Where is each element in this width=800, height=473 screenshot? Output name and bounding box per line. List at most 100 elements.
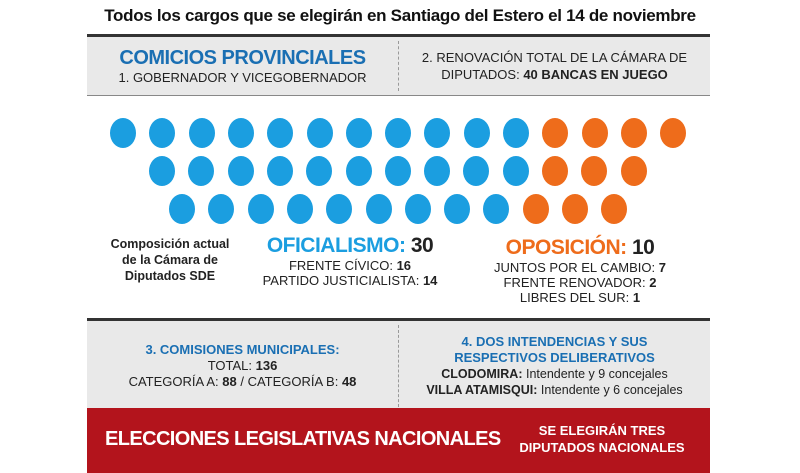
seat-oficialismo: [502, 156, 529, 186]
seat-oficialismo: [149, 156, 175, 186]
seat-oficialismo: [483, 194, 510, 224]
national-elections-banner: ELECCIONES LEGISLATIVAS NACIONALES SE EL…: [87, 408, 710, 473]
oposicion-summary: OPOSICIÓN: 10 JUNTOS POR EL CAMBIO: 7 FR…: [480, 236, 680, 305]
infographic-title: Todos los cargos que se elegirán en Sant…: [104, 6, 696, 25]
seat-oficialismo: [384, 156, 411, 186]
separator: /: [236, 374, 248, 389]
oposicion-label: OPOSICIÓN:: [505, 236, 628, 259]
composition-label-line: de la Cámara de: [122, 253, 218, 267]
party-seats: 16: [396, 258, 412, 273]
party-name: LIBRES DEL SUR:: [519, 290, 633, 305]
oposicion-count: 10: [632, 236, 655, 259]
seat-oposicion: [542, 156, 568, 186]
governor-item: 1. GOBERNADOR Y VICEGOBERNADOR: [118, 70, 367, 85]
oficialismo-label: OFICIALISMO:: [266, 234, 406, 257]
seat-oficialismo: [503, 118, 529, 148]
seat-oficialismo: [424, 156, 451, 186]
provincial-elections-box: COMICIOS PROVINCIALES 1. GOBERNADOR Y VI…: [87, 37, 710, 96]
seat-dots: [110, 118, 687, 224]
seat-oposicion: [660, 118, 687, 148]
seat-oposicion: [581, 156, 608, 186]
seat-oficialismo: [227, 118, 254, 148]
place-detail: Intendente y 6 concejales: [537, 383, 683, 397]
seat-oficialismo: [424, 118, 451, 148]
seat-oficialismo: [404, 194, 431, 224]
place-name: VILLA ATAMISQUI:: [426, 383, 538, 397]
dashed-divider: [398, 325, 399, 407]
party-name: PARTIDO JUSTICIALISTA:: [262, 273, 423, 288]
seat-oposicion: [542, 118, 569, 148]
seat-oficialismo: [286, 194, 313, 224]
seat-oficialismo: [169, 194, 195, 224]
seat-oposicion: [601, 194, 628, 224]
party-seats: 1: [632, 290, 641, 305]
seat-oficialismo: [227, 156, 254, 186]
party-name: FRENTE RENOVADOR:: [503, 275, 650, 290]
party-row: FRENTE CÍVICO: 16: [289, 258, 411, 273]
composition-label: Composición actual de la Cámara de Diput…: [100, 236, 240, 284]
party-seats: 14: [422, 273, 438, 288]
seat-oficialismo: [444, 194, 471, 224]
seat-oposicion: [562, 194, 588, 224]
party-row: JUNTOS POR EL CAMBIO: 7: [494, 260, 666, 275]
provincial-section: COMICIOS PROVINCIALES 1. GOBERNADOR Y VI…: [87, 37, 398, 95]
cat-a-label: CATEGORÍA A:: [128, 374, 223, 389]
chamber-line2-prefix: DIPUTADOS:: [441, 67, 524, 82]
party-row: FRENTE RENOVADOR: 2: [504, 275, 657, 290]
party-name: JUNTOS POR EL CAMBIO:: [494, 260, 659, 275]
intendencias-section: 4. DOS INTENDENCIAS Y SUS RESPECTIVOS DE…: [399, 321, 710, 411]
banner-subtitle-line: SE ELEGIRÁN TRES: [538, 423, 666, 438]
seat-oposicion: [620, 156, 647, 186]
place-name: CLODOMIRA:: [441, 367, 523, 381]
seat-oficialismo: [345, 156, 372, 186]
divider: [87, 34, 710, 37]
seat-oficialismo: [306, 156, 333, 186]
seat-oposicion: [522, 194, 549, 224]
banner-subtitle: SE ELEGIRÁN TRES DIPUTADOS NACIONALES: [507, 422, 697, 456]
seat-oficialismo: [247, 194, 274, 224]
banner-subtitle-line: DIPUTADOS NACIONALES: [519, 440, 685, 455]
seat-oficialismo: [306, 118, 333, 148]
chamber-section: 2. RENOVACIÓN TOTAL DE LA CÁMARA DE DIPU…: [399, 37, 710, 95]
cat-b-label: CATEGORÍA B:: [247, 374, 342, 389]
total-value: 136: [255, 358, 278, 373]
municipal-heading: 3. COMISIONES MUNICIPALES:: [145, 342, 340, 357]
seat-oficialismo: [266, 156, 293, 186]
composition-label-line: Diputados SDE: [124, 269, 216, 283]
banner-title: ELECCIONES LEGISLATIVAS NACIONALES: [105, 428, 501, 450]
seat-oficialismo: [326, 194, 353, 224]
seat-oficialismo: [188, 118, 215, 148]
intendencias-heading: 4. DOS INTENDENCIAS Y SUS: [461, 334, 648, 349]
composition-label-line: Composición actual: [110, 237, 230, 251]
provincial-heading: COMICIOS PROVINCIALES: [119, 47, 366, 69]
party-seats: 7: [658, 260, 666, 275]
seat-oficialismo: [463, 118, 490, 148]
municipal-box: 3. COMISIONES MUNICIPALES: TOTAL: 136 CA…: [87, 318, 710, 411]
seat-oposicion: [581, 118, 608, 148]
seat-oficialismo: [385, 118, 412, 148]
oficialismo-count: 30: [410, 234, 434, 257]
seat-oposicion: [620, 118, 647, 148]
seat-oficialismo: [345, 118, 372, 148]
seat-oficialismo: [110, 118, 136, 148]
seat-oficialismo: [365, 194, 392, 224]
seat-oficialismo: [463, 156, 490, 186]
seat-oficialismo: [267, 118, 294, 148]
seat-oficialismo: [208, 194, 235, 224]
place-detail: Intendente y 9 concejales: [522, 367, 668, 381]
oficialismo-summary: OFICIALISMO: 30 FRENTE CÍVICO: 16 PARTID…: [250, 234, 450, 288]
seat-oficialismo: [149, 118, 176, 148]
intendencias-heading: RESPECTIVOS DELIBERATIVOS: [454, 350, 655, 365]
seat-oficialismo: [188, 156, 215, 186]
seats-in-play: 40 BANCAS EN JUEGO: [523, 67, 668, 82]
cat-b-value: 48: [341, 374, 357, 389]
chamber-line1: 2. RENOVACIÓN TOTAL DE LA CÁMARA DE: [421, 50, 688, 65]
party-row: PARTIDO JUSTICIALISTA: 14: [263, 273, 438, 288]
party-row: LIBRES DEL SUR: 1: [520, 290, 640, 305]
total-label: TOTAL:: [207, 358, 256, 373]
municipal-commissions-section: 3. COMISIONES MUNICIPALES: TOTAL: 136 CA…: [87, 321, 398, 411]
dashed-divider: [398, 41, 399, 91]
cat-a-value: 88: [222, 374, 237, 389]
party-name: FRENTE CÍVICO:: [288, 258, 397, 273]
party-seats: 2: [649, 275, 657, 290]
